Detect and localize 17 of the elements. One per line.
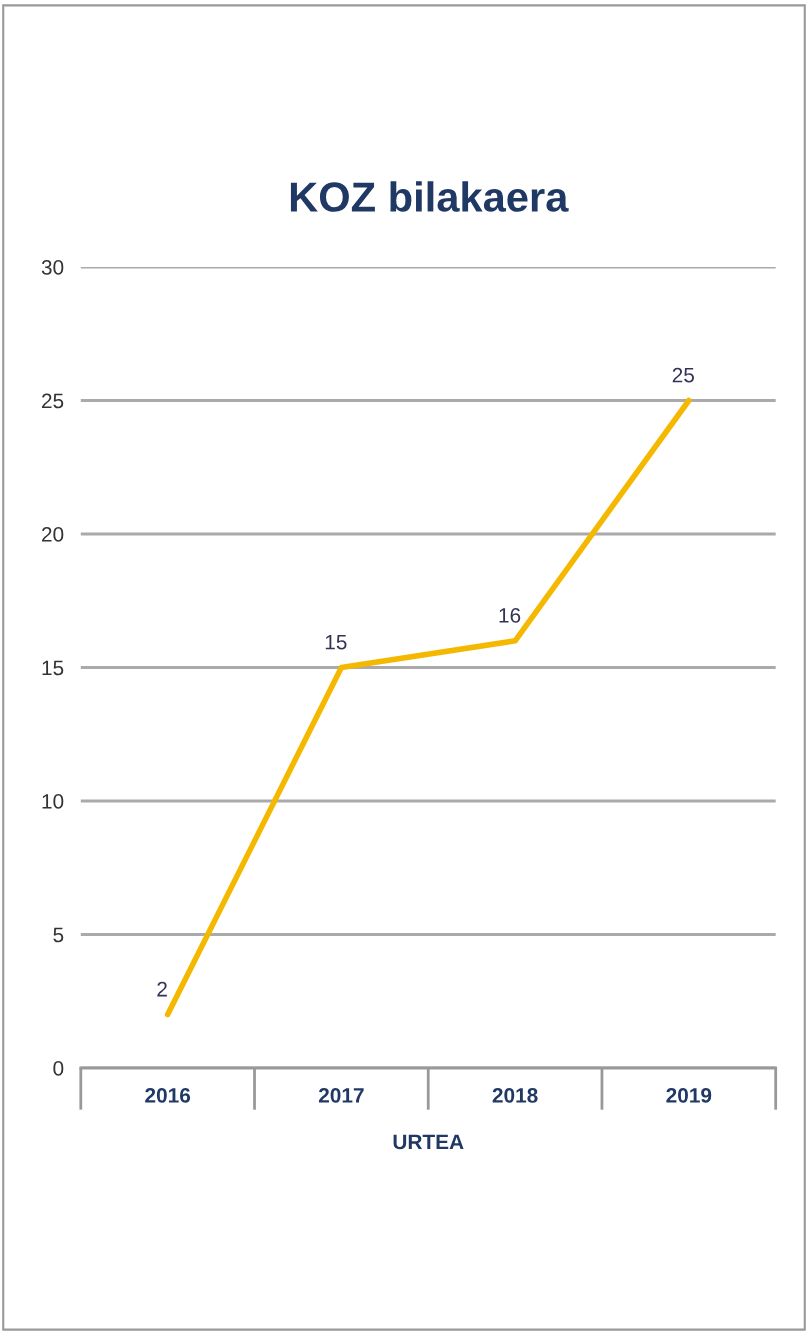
data-label: 16 (499, 608, 521, 623)
y-tick-label: 30 (41, 260, 64, 275)
x-tick-label: 2016 (145, 1087, 191, 1103)
y-tick-label: 5 (53, 927, 64, 943)
x-tick-label: 2018 (492, 1087, 538, 1103)
x-tick-label: 2017 (318, 1087, 364, 1103)
data-label: 25 (672, 367, 694, 383)
chart-title: KOZ bilakaera (290, 181, 569, 212)
y-tick-label: 10 (42, 794, 64, 809)
data-label: 15 (325, 634, 347, 650)
x-tick-label: 2019 (666, 1087, 712, 1103)
y-tick-label: 25 (42, 393, 64, 409)
y-tick-label: 20 (42, 527, 64, 542)
data-label: 2 (157, 981, 167, 997)
y-tick-label: 15 (42, 660, 64, 676)
x-axis-title: URTEA (393, 1134, 464, 1150)
y-tick-label: 0 (53, 1061, 64, 1076)
